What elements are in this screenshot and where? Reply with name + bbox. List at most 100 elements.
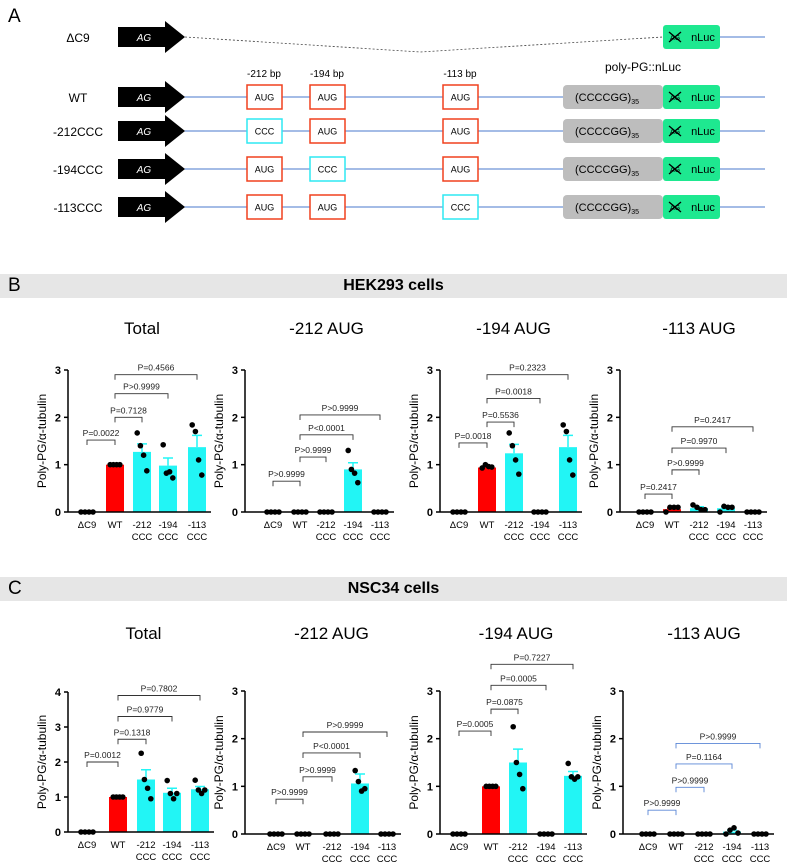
x-tick-label: -113 (188, 520, 206, 531)
reporter-label: nLuc (691, 32, 715, 44)
p-value-label: P=0.9970 (681, 436, 718, 446)
data-point (174, 790, 180, 797)
x-tick-label: CCC (563, 854, 584, 865)
data-point (509, 442, 516, 449)
codon-label: AUG (255, 165, 275, 175)
x-tick-label: CCC (190, 852, 211, 863)
y-axis-label: Poly-PG/α-tubulin (407, 715, 421, 809)
significance-bracket (490, 663, 574, 670)
x-tick-label: -212 (689, 520, 708, 531)
x-tick-label: WT (480, 520, 495, 531)
codon-label: AUG (318, 127, 338, 137)
p-value-label: P=0.7128 (110, 405, 147, 415)
y-tick-label: 0 (55, 827, 61, 839)
data-point (520, 785, 526, 792)
y-tick-label: 3 (427, 686, 433, 698)
x-tick-label: -212 (322, 842, 341, 853)
codon-label: AUG (255, 93, 275, 103)
y-tick-label: 3 (610, 686, 616, 698)
y-tick-label: 2 (55, 757, 61, 769)
y-tick-label: 1 (427, 781, 433, 793)
y-tick-label: 1 (55, 792, 61, 804)
y-axis-label: Poly-PG/α-tubulin (35, 715, 49, 809)
data-point (489, 464, 495, 470)
nluc-box (663, 25, 720, 49)
chart-title: -113 AUG (662, 319, 735, 338)
repeat-label: (CCCCGG)35 (575, 164, 639, 178)
codon-box (442, 84, 479, 110)
crossed-out-icon (668, 201, 682, 213)
bar (351, 783, 369, 834)
x-tick-label: WT (665, 520, 680, 531)
data-point (352, 767, 359, 774)
x-tick-label: -194 (530, 520, 549, 531)
nluc-box (663, 157, 720, 181)
data-point (166, 468, 173, 475)
promoter-label: AG (136, 93, 152, 104)
codon-box (246, 156, 283, 182)
significance-bracket (86, 761, 119, 767)
x-tick-label: WT (293, 520, 308, 531)
x-tick-label: -113 (744, 520, 762, 531)
data-point (144, 468, 150, 474)
data-point (345, 447, 352, 454)
x-tick-label: WT (669, 842, 684, 853)
bar (559, 447, 577, 512)
x-tick-label: ΔC9 (639, 842, 658, 853)
p-value-label: P=0.0875 (486, 697, 523, 707)
x-tick-label: ΔC9 (636, 520, 655, 531)
nluc-box (663, 119, 720, 143)
x-tick-label: -113 (564, 842, 582, 853)
significance-bracket (302, 776, 333, 782)
x-tick-label: CCC (322, 854, 343, 865)
x-tick-label: CCC (530, 532, 551, 543)
crossed-out-icon (668, 31, 682, 43)
significance-bracket (272, 480, 301, 487)
data-point (170, 795, 177, 802)
x-tick-label: -113 (559, 520, 577, 531)
data-point (189, 422, 195, 428)
p-value-label: P>0.9999 (644, 798, 681, 808)
x-tick-label: -113 (191, 840, 209, 851)
y-axis-label: Poly-PG/α-tubulin (407, 394, 421, 488)
y-tick-label: 0 (232, 829, 238, 841)
data-point (362, 785, 368, 792)
crossed-out-icon (668, 125, 682, 137)
x-tick-label: CCC (377, 854, 398, 865)
y-tick-label: 2 (232, 412, 238, 424)
bar (663, 509, 681, 512)
data-point (117, 461, 123, 468)
reporter-label: nLuc (691, 126, 715, 138)
repeat-box (563, 119, 663, 143)
p-value-label: P=0.2417 (640, 482, 677, 492)
x-tick-label: -194 (158, 520, 177, 531)
bar (717, 508, 735, 512)
x-tick-label: CCC (132, 532, 153, 543)
p-value-label: P<0.0001 (308, 423, 345, 433)
p-value-label: P>0.9999 (327, 720, 364, 730)
x-tick-label: ΔC9 (78, 520, 97, 531)
p-value-label: P=0.7802 (141, 684, 178, 694)
bar (505, 453, 523, 512)
p-value-label: P=0.1164 (686, 752, 722, 762)
start-codon-label: AG (670, 205, 680, 212)
significance-bracket (302, 752, 361, 758)
data-point (516, 471, 522, 477)
nluc-box (663, 195, 720, 219)
x-tick-label: ΔC9 (450, 842, 469, 853)
x-tick-label: -194 (716, 520, 735, 531)
start-codon-label: AG (670, 95, 680, 102)
x-tick-label: CCC (689, 532, 710, 543)
y-tick-label: 3 (607, 365, 613, 377)
reporter-label: nLuc (691, 92, 715, 104)
data-point (134, 430, 140, 436)
error-bar (563, 434, 573, 448)
promoter-label: AG (136, 165, 152, 176)
panel-b-header: B HEK293 cells (0, 274, 787, 298)
significance-bracket (675, 742, 761, 749)
error-bar (192, 434, 202, 448)
construct-name: -113CCC (53, 201, 102, 215)
repeat-box (563, 195, 663, 219)
bar (163, 792, 181, 832)
